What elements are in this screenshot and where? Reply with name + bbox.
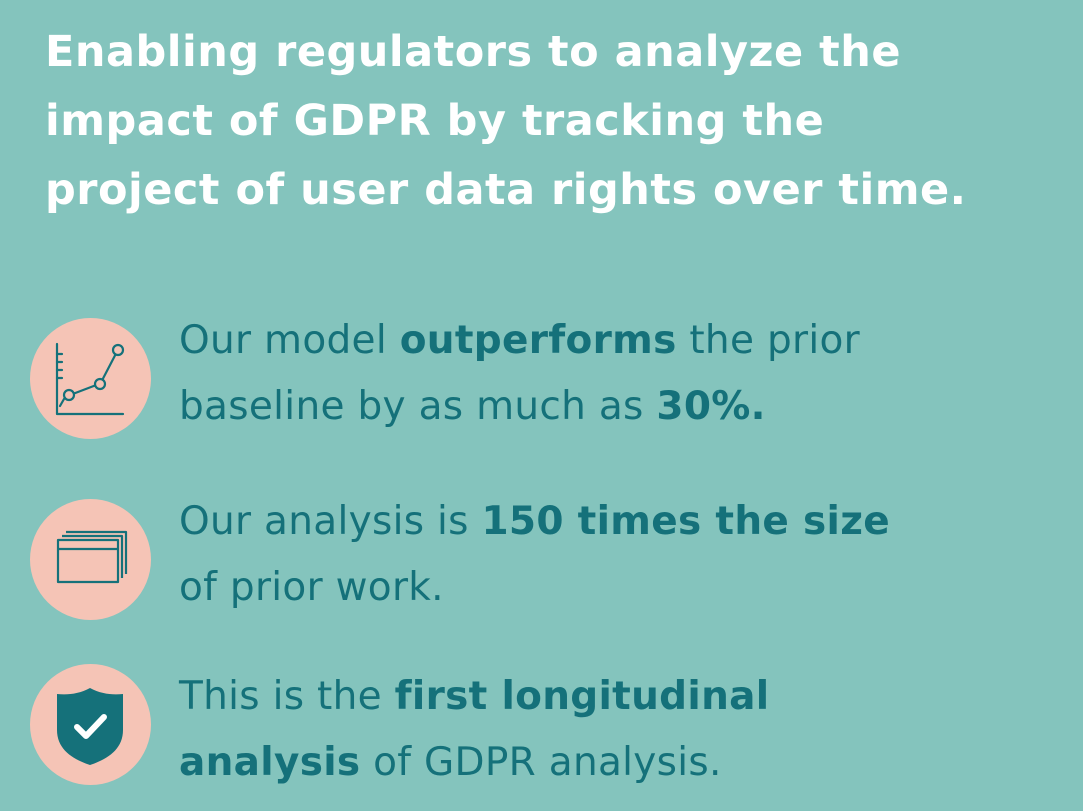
headline-line-2: impact of GDPR by tracking the	[45, 96, 825, 146]
emphasis-text: outperforms	[399, 318, 677, 363]
stat-text-line-1: Our model outperforms the prior	[179, 308, 860, 374]
text-segment: of prior work.	[179, 565, 444, 610]
emphasis-text: first longitudinal	[394, 674, 770, 719]
text-segment: This is the	[179, 674, 395, 719]
emphasis-text: 30%.	[656, 384, 766, 429]
text-segment: baseline by as much as	[179, 384, 657, 429]
stat-text-line-2: baseline by as much as 30%.	[179, 374, 860, 440]
line-chart-icon	[30, 318, 151, 439]
stat-text-line-1: Our analysis is 150 times the size	[179, 489, 890, 555]
headline: Enabling regulators to analyze the impac…	[45, 18, 1055, 225]
text-segment: the prior	[676, 318, 860, 363]
text-segment: Our model	[179, 318, 400, 363]
stacked-windows-icon	[30, 499, 151, 620]
headline-line-1: Enabling regulators to analyze the	[45, 27, 901, 77]
stat-text-line-2: analysis of GDPR analysis.	[179, 730, 769, 796]
emphasis-text: 150 times the size	[481, 499, 890, 544]
shield-check-icon	[30, 664, 151, 785]
stat-text-line-1: This is the first longitudinal	[179, 664, 769, 730]
stat-text: Our model outperforms the prior baseline…	[179, 308, 860, 440]
stat-text-line-2: of prior work.	[179, 555, 890, 621]
headline-line-3: project of user data rights over time.	[45, 165, 967, 215]
text-segment: of GDPR analysis.	[360, 740, 722, 785]
stat-text: This is the first longitudinal analysis …	[179, 664, 769, 796]
text-segment: Our analysis is	[179, 499, 482, 544]
stat-text: Our analysis is 150 times the size of pr…	[179, 489, 890, 621]
emphasis-text: analysis	[179, 740, 361, 785]
